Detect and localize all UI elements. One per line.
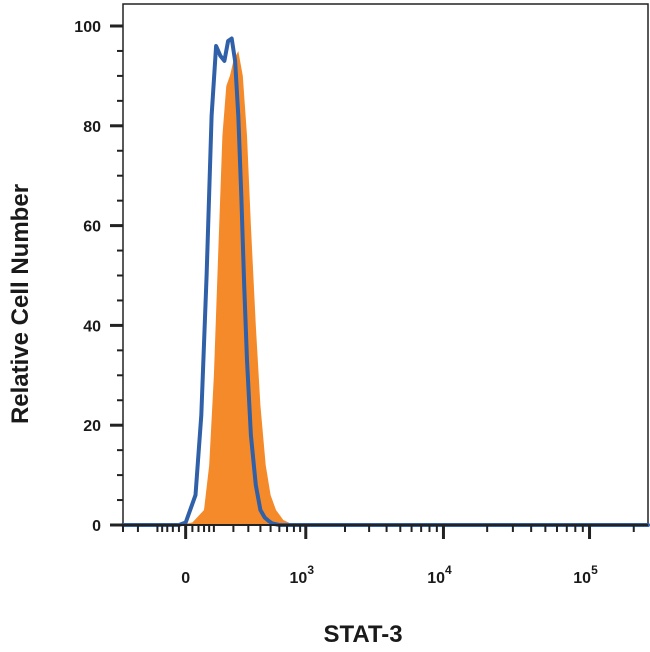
series-layer	[121, 36, 650, 527]
y-axis: 0 20 40 60 80 100	[74, 19, 123, 535]
y-tick-label: 60	[83, 219, 101, 236]
x-tick-label: 104	[427, 563, 452, 587]
x-tick-exponent: 3	[307, 563, 314, 577]
y-tick-label: 40	[83, 318, 101, 335]
series-outline-line	[121, 36, 650, 527]
x-axis: 0 103 104 105	[122, 524, 648, 587]
x-tick-exponent: 4	[445, 563, 452, 577]
y-tick-label: 80	[83, 119, 101, 136]
x-tick-label: 103	[290, 563, 315, 587]
x-tick-label: 0	[181, 570, 190, 587]
y-axis-title: Relative Cell Number	[7, 184, 34, 424]
x-tick-label: 105	[573, 563, 598, 587]
y-tick-label: 100	[74, 19, 101, 36]
x-axis-title: STAT-3	[323, 621, 402, 648]
x-tick-exponent: 5	[591, 563, 598, 577]
series-filled-area	[123, 51, 648, 525]
y-tick-label: 0	[92, 518, 101, 535]
plot-border	[122, 3, 649, 525]
plot-frame	[122, 3, 649, 525]
y-tick-label: 20	[83, 418, 101, 435]
